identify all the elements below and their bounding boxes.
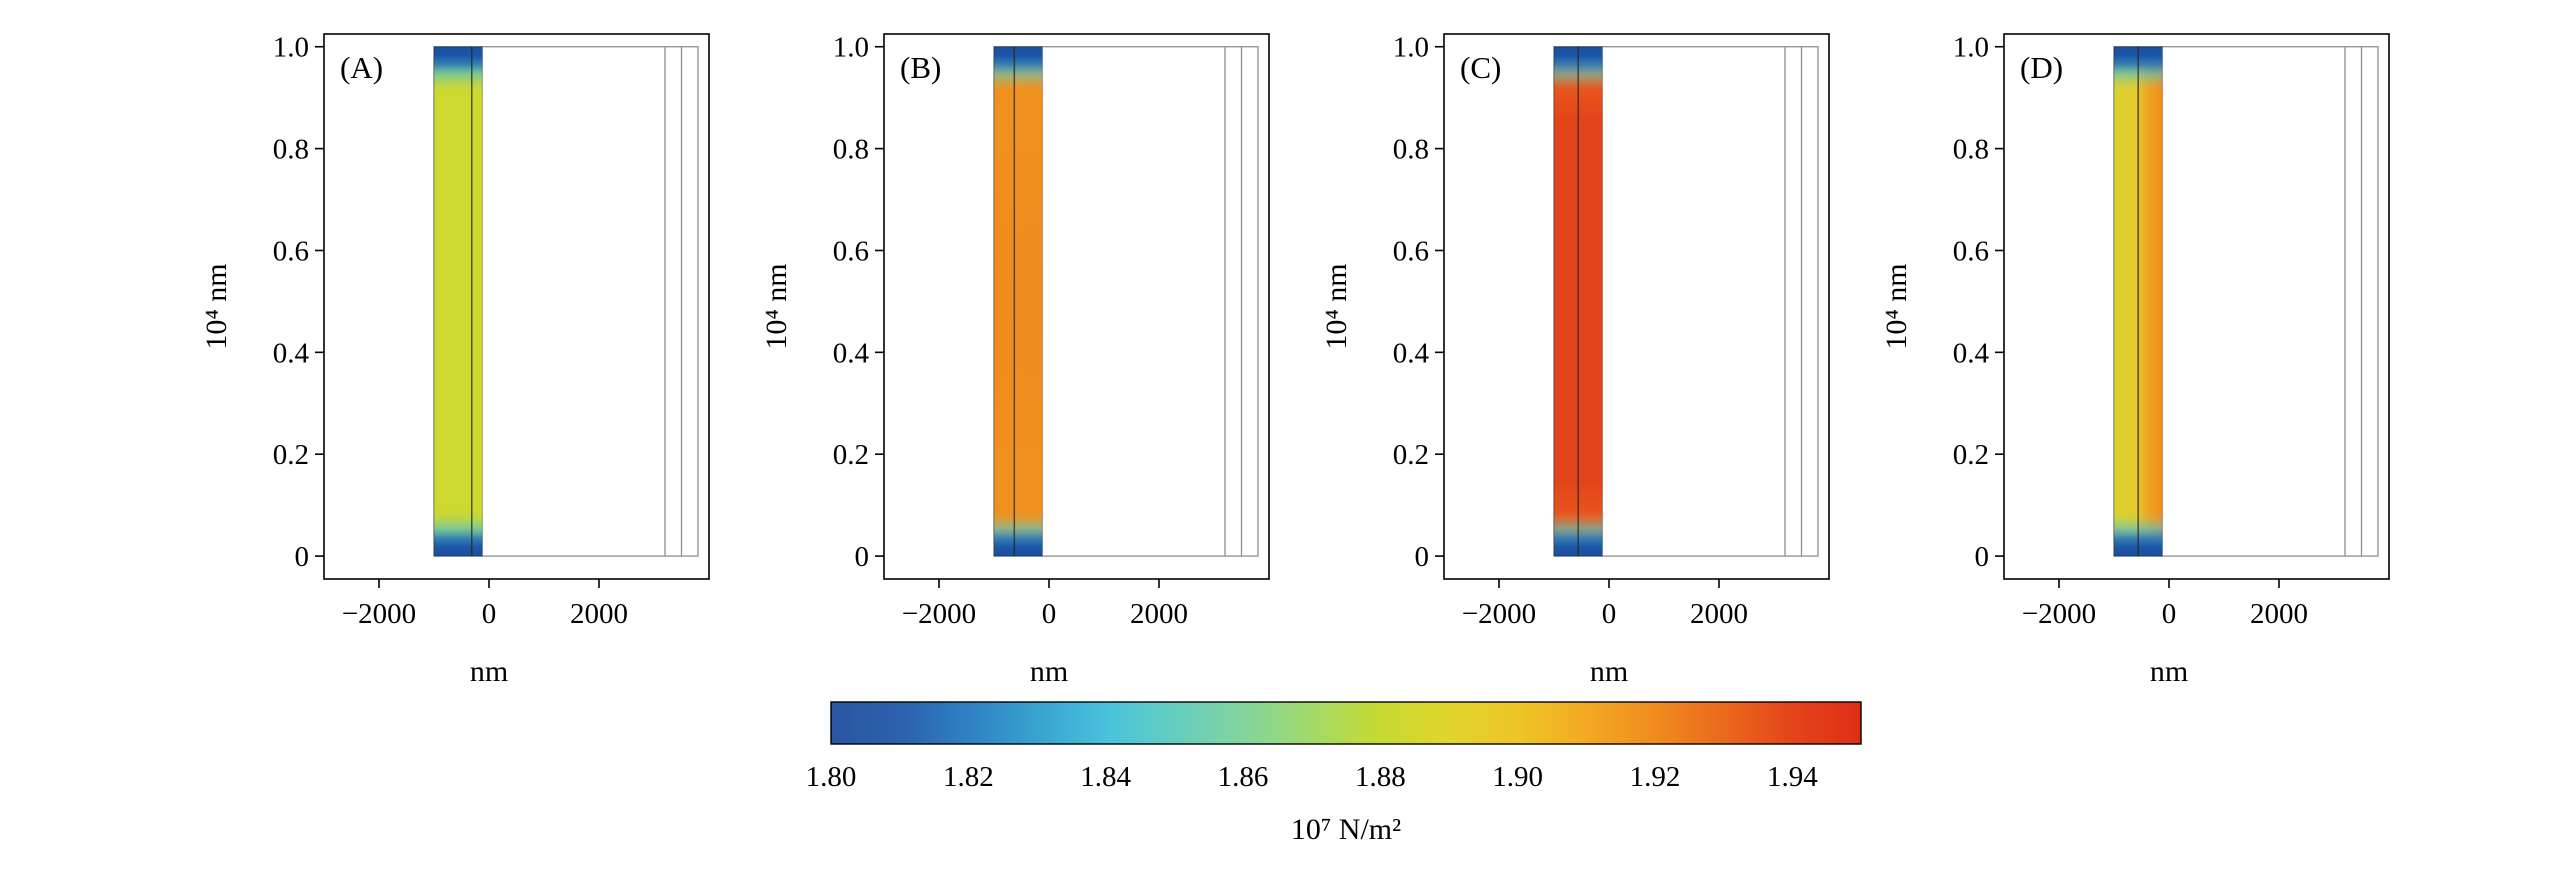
y-axis-label: 10⁴ nm [760, 263, 793, 349]
x-tick-label: 0 [481, 598, 496, 630]
colorbar-gradient [829, 701, 1862, 745]
x-tick-label: 2000 [570, 598, 628, 630]
colorbar-tick-label: 1.94 [1766, 761, 1817, 793]
panel-B: 0 0.2 0.4 0.6 0.8 1.0 −2000 0 2000 10⁴ nm nm (B) [760, 32, 1270, 688]
colorbar-tick-label: 1.88 [1354, 761, 1405, 793]
y-tick-label: 0 [294, 541, 309, 573]
x-tick-label: 2000 [1130, 598, 1188, 630]
colorbar-tick-label: 1.80 [805, 761, 856, 793]
panel-A: 0 0.2 0.4 0.6 0.8 1.0 −2000 0 2000 10⁴ nm nm (A) [200, 32, 710, 688]
y-tick-label: 0.8 [1952, 134, 1988, 166]
axes-frame [2002, 33, 2390, 580]
y-tick-label: 0.4 [1952, 337, 1989, 369]
x-tick-label: −2000 [2021, 598, 2095, 630]
colorbar-tick-label: 1.90 [1492, 761, 1543, 793]
x-tick-label: 0 [2161, 598, 2176, 630]
panel-D: 0 0.2 0.4 0.6 0.8 1.0 −2000 0 2000 10⁴ nm nm (D) [1880, 32, 2390, 688]
y-tick-label: 0.4 [1392, 337, 1429, 369]
x-tick-label: −2000 [901, 598, 975, 630]
y-tick-label: 0 [1974, 541, 1989, 573]
x-tick-label: −2000 [1461, 598, 1535, 630]
stress-field-border [1553, 46, 1603, 557]
y-tick-label: 0.6 [1392, 235, 1428, 267]
stress-field-border [2113, 46, 2163, 557]
x-axis-label: nm [1589, 655, 1627, 688]
y-tick-label: 0.4 [272, 337, 309, 369]
y-tick-label: 0.6 [832, 235, 868, 267]
y-axis-label: 10⁴ nm [200, 263, 233, 349]
axes-frame [322, 33, 710, 580]
y-tick-label: 0.2 [272, 439, 308, 471]
colorbar: 1.80 1.82 1.84 1.86 1.88 1.90 1.92 1.94 10⁷ N/m² [805, 701, 1862, 846]
colorbar-tick-label: 1.92 [1629, 761, 1680, 793]
y-tick-label: 0 [854, 541, 869, 573]
y-tick-label: 0.8 [272, 134, 308, 166]
y-tick-label: 0.2 [1952, 439, 1988, 471]
axes-frame [882, 33, 1270, 580]
y-tick-label: 0.4 [832, 337, 869, 369]
y-tick-label: 1.0 [1392, 32, 1428, 64]
y-tick-label: 0.8 [1392, 134, 1428, 166]
y-tick-label: 0.2 [1392, 439, 1428, 471]
y-tick-label: 1.0 [832, 32, 868, 64]
colorbar-tick-label: 1.82 [942, 761, 993, 793]
y-axis-label: 10⁴ nm [1320, 263, 1353, 349]
colorbar-tick-label: 1.86 [1217, 761, 1268, 793]
x-tick-label: 0 [1041, 598, 1056, 630]
x-axis-label: nm [1029, 655, 1067, 688]
y-tick-label: 1.0 [272, 32, 308, 64]
y-tick-label: 0.6 [272, 235, 308, 267]
panel-row: 0 0.2 0.4 0.6 0.8 1.0 −2000 0 2000 10⁴ nm nm (A) 0 0.… [200, 32, 2390, 688]
x-tick-label: 2000 [1690, 598, 1748, 630]
x-axis-label: nm [2149, 655, 2187, 688]
panel-label: (C) [1460, 50, 1501, 85]
panel-label: (D) [2020, 50, 2063, 85]
stress-field-edges [433, 46, 482, 557]
colorbar-unit-label: 10⁷ N/m² [1290, 813, 1400, 846]
stress-field-edges [993, 46, 1042, 557]
y-axis-label: 10⁴ nm [1880, 263, 1913, 349]
y-tick-label: 0 [1414, 541, 1429, 573]
colorbar-tick-label: 1.84 [1080, 761, 1131, 793]
x-tick-label: −2000 [341, 598, 415, 630]
y-tick-label: 1.0 [1952, 32, 1988, 64]
panel-C: 0 0.2 0.4 0.6 0.8 1.0 −2000 0 2000 10⁴ nm nm (C) [1320, 32, 1830, 688]
panel-label: (B) [900, 50, 941, 85]
axes-frame [1442, 33, 1830, 580]
stress-field-border [993, 46, 1043, 557]
panel-label: (A) [340, 50, 383, 85]
x-tick-label: 0 [1601, 598, 1616, 630]
y-tick-label: 0.2 [832, 439, 868, 471]
x-tick-label: 2000 [2250, 598, 2308, 630]
colorbar-row: 1.80 1.82 1.84 1.86 1.88 1.90 1.92 1.94 10⁷ N/m² [62, 698, 2567, 853]
x-axis-label: nm [469, 655, 507, 688]
y-tick-label: 0.8 [832, 134, 868, 166]
stress-field-border [433, 46, 483, 557]
y-tick-label: 0.6 [1952, 235, 1988, 267]
